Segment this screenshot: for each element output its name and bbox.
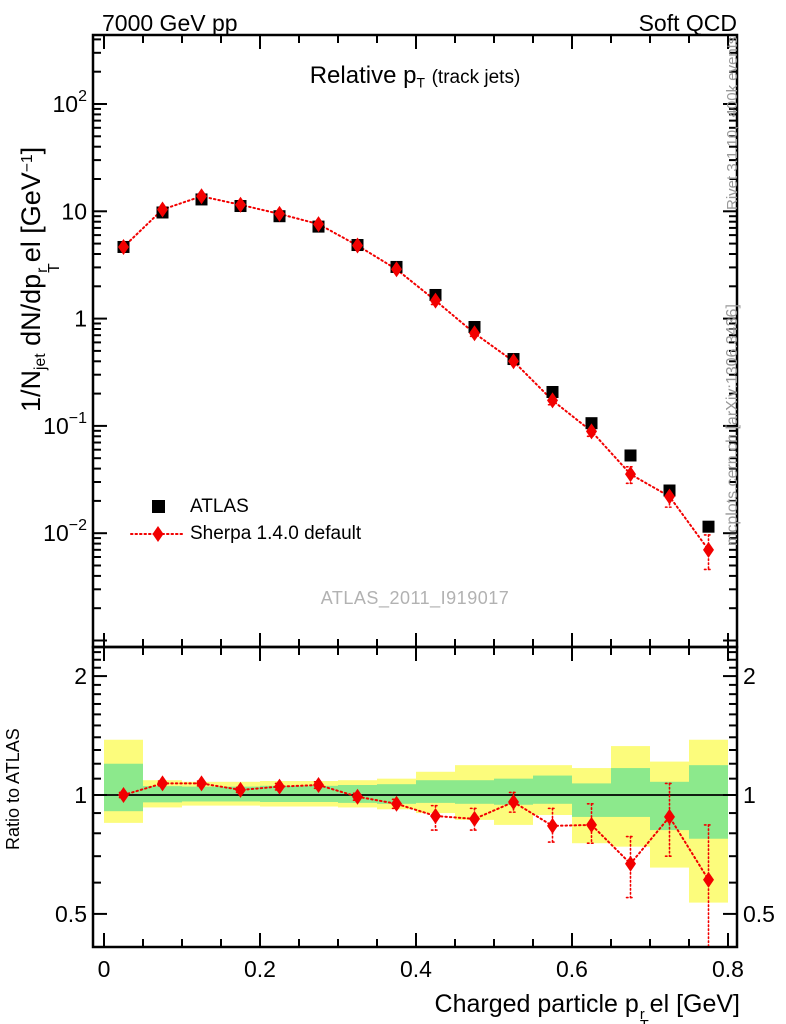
- sherpa-marker: [664, 808, 675, 825]
- legend-item-atlas: ATLAS: [126, 493, 361, 520]
- sherpa-marker: [274, 205, 285, 222]
- ratio-uncertainty-bands: [104, 739, 728, 903]
- sherpa-marker: [547, 392, 558, 409]
- y-axis-title-post: el [GeV: [15, 172, 46, 263]
- x-tick-label: 0.2: [244, 956, 276, 982]
- mcplots-reference-note: mcplots.cern.ch [arXiv:1306.3436]: [724, 304, 741, 546]
- sherpa-marker: [430, 807, 441, 824]
- x-axis-title-pre: Charged particle p: [434, 990, 639, 1018]
- y-axis-title-pre: 1/N: [15, 369, 46, 412]
- y-tick-label: 1: [74, 306, 87, 332]
- sherpa-marker: [586, 423, 597, 440]
- plot-title-subscript: T: [416, 74, 425, 91]
- sherpa-marker: [157, 201, 168, 218]
- plot-title-paren: (track jets): [431, 67, 521, 88]
- atlas-marker: [702, 520, 715, 533]
- tick-labels: 0 0.2 0.4 0.6 0.8 102 10 1 10−1 10−2 0.5 0.5 1 1 2 2: [43, 88, 775, 982]
- x-tick-label: 0.4: [400, 956, 432, 982]
- atlas-marker: [546, 385, 559, 398]
- sherpa-marker: [196, 775, 207, 792]
- x-axis-title-stack: rT: [639, 1006, 649, 1024]
- sherpa-marker: [274, 778, 285, 795]
- sherpa-marker: [586, 816, 597, 833]
- sherpa-marker: [703, 541, 714, 558]
- ratio-tick-label-right: 2: [743, 663, 756, 689]
- sherpa-marker: [625, 466, 636, 483]
- sherpa-marker: [313, 216, 324, 233]
- sherpa-marker: [157, 775, 168, 792]
- sherpa-marker: [196, 188, 207, 205]
- y-axis-title-close: ]: [15, 146, 46, 155]
- green-band-bin: [455, 780, 494, 804]
- y-tick-label: 10−2: [43, 517, 87, 546]
- data-markers: [117, 188, 715, 888]
- analysis-id-watermark: ATLAS_2011_I919017: [320, 588, 510, 608]
- beam-info-label: 7000 GeV pp: [102, 10, 238, 36]
- legend-label-sherpa: Sherpa 1.4.0 default: [190, 522, 362, 544]
- ratio-tick-label-left: 2: [74, 663, 87, 689]
- sherpa-marker: [469, 810, 480, 827]
- sherpa-line-ratio: [122, 782, 710, 881]
- x-tick-label: 0.8: [712, 956, 744, 982]
- sherpa-marker: [391, 795, 402, 812]
- sherpa-marker: [508, 353, 519, 370]
- green-band-bin: [416, 780, 455, 803]
- legend: ATLAS Sherpa 1.4.0 default: [126, 493, 361, 547]
- y-axis-title-mid: dN/dp: [15, 273, 46, 354]
- green-band-bin: [611, 768, 650, 817]
- sherpa-marker: [703, 871, 714, 888]
- atlas-marker: [585, 417, 598, 430]
- green-band-bin: [689, 765, 728, 839]
- x-axis-title-post: el [GeV]: [649, 990, 740, 1018]
- sherpa-marker: [625, 855, 636, 872]
- sherpa-marker: [235, 196, 246, 213]
- sherpa-marker: [235, 781, 246, 798]
- y-axis-title-exp: −1: [19, 154, 36, 173]
- sherpa-line-spectrum: [122, 195, 710, 551]
- legend-item-sherpa: Sherpa 1.4.0 default: [126, 520, 361, 547]
- y-axis-title-presub: jet: [31, 353, 49, 370]
- atlas-marker: [624, 449, 637, 462]
- rivet-version-note: Rivet 3.1.10, 400k events: [724, 36, 741, 210]
- y-tick-label: 10: [61, 198, 87, 224]
- green-band-bin: [377, 784, 416, 804]
- sherpa-marker: [508, 794, 519, 811]
- process-group-label: Soft QCD: [638, 10, 737, 36]
- sherpa-marker: [118, 787, 129, 803]
- y-tick-label: 10−1: [43, 410, 87, 439]
- sherpa-marker: [313, 777, 324, 794]
- ratio-tick-label-left: 1: [74, 782, 87, 808]
- sherpa-marker: [391, 261, 402, 278]
- ratio-tick-label-right: 0.5: [743, 901, 775, 927]
- legend-label-atlas: ATLAS: [190, 495, 249, 517]
- sherpa-marker: [118, 238, 129, 255]
- ratio-tick-label-right: 1: [743, 782, 756, 808]
- green-band-bin: [182, 786, 221, 802]
- green-band-bin: [533, 775, 572, 804]
- x-tick-label: 0: [98, 956, 111, 982]
- ratio-axis-title: Ratio to ATLAS: [3, 728, 23, 850]
- sherpa-marker: [352, 237, 363, 254]
- ratio-tick-label-left: 0.5: [55, 901, 87, 927]
- axis-ticks: [93, 35, 737, 947]
- sherpa-marker: [664, 488, 675, 505]
- sherpa-marker-icon: [126, 525, 190, 543]
- sherpa-marker: [352, 788, 363, 805]
- plot-title: Relative pT (track jets): [93, 62, 737, 90]
- green-band-bin: [299, 785, 338, 803]
- y-tick-label: 102: [53, 88, 88, 117]
- sherpa-marker: [547, 817, 558, 834]
- plot-title-main: Relative p: [309, 62, 417, 89]
- sherpa-marker: [469, 325, 480, 342]
- sherpa-marker: [430, 292, 441, 309]
- x-tick-label: 0.6: [556, 956, 588, 982]
- atlas-marker-icon: [126, 500, 190, 513]
